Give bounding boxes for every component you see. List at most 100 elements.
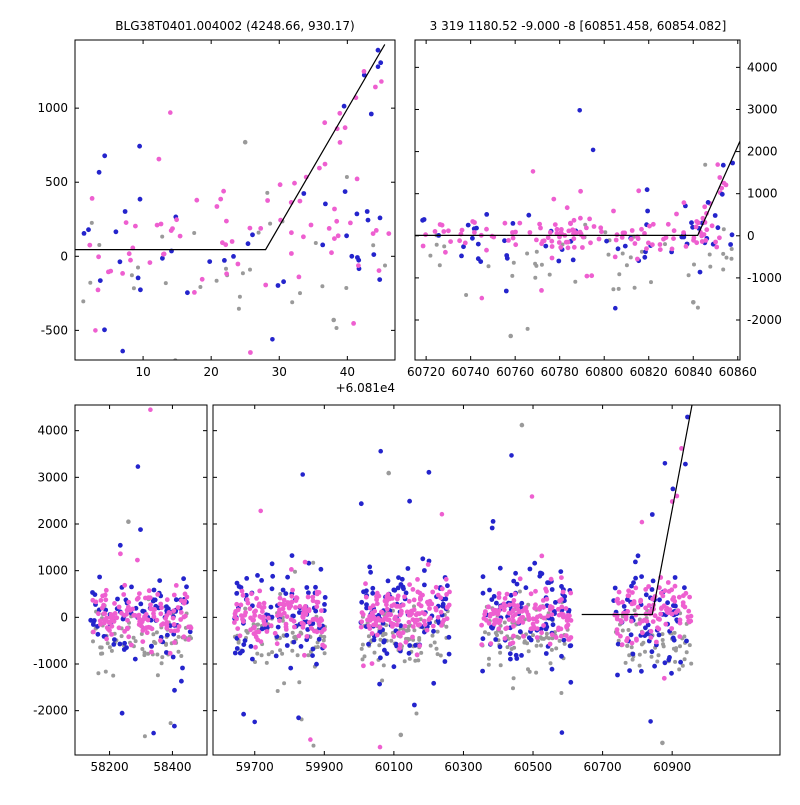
y-tick-label: 3000	[747, 102, 778, 116]
tick-marks	[75, 40, 395, 360]
panel-2: 60720 60740 60760 60780 60800 60820 60840 60860…	[407, 39, 782, 379]
outlier-point	[519, 422, 525, 428]
outlier-point	[613, 305, 618, 311]
outlier-point	[258, 508, 264, 514]
y-tick-label: 1000	[37, 101, 68, 115]
outlier-point	[479, 295, 485, 301]
y-tick-label: 500	[45, 175, 68, 189]
x-tick-label: 60780	[541, 365, 579, 379]
scatter-points	[81, 47, 392, 360]
y-tick-label: -2000	[33, 704, 68, 718]
scatter-series-magenta	[90, 551, 194, 656]
x-tick-label: 20	[204, 365, 219, 379]
y-tick-label: 3000	[37, 470, 68, 484]
outlier-point	[398, 732, 404, 738]
panel1-title: BLG38T0401.004002 (4248.66, 930.17)	[115, 19, 354, 33]
x-tick-label: 59900	[305, 760, 343, 774]
outlier-point	[93, 328, 98, 333]
y-tick-label: -1000	[747, 271, 782, 285]
outlier-point	[715, 162, 720, 167]
scatter-series-magenta	[479, 553, 574, 647]
outlier-point	[151, 730, 156, 736]
scatter-series-magenta	[278, 69, 378, 236]
x-tick-label: 58200	[90, 760, 128, 774]
outlier-point	[590, 147, 596, 153]
x-tick-label: 60300	[444, 760, 482, 774]
y-tick-label: 2000	[747, 145, 778, 159]
y-tick-label: 4000	[747, 60, 778, 74]
x-tick-label: 60800	[585, 365, 623, 379]
scatter-series-magenta	[232, 559, 327, 658]
outlier-point	[577, 108, 582, 113]
scatter-series-magenta	[612, 580, 694, 681]
x-tick-label: 60860	[719, 365, 757, 379]
y-tick-label: 0	[747, 229, 755, 243]
outlier-point	[509, 453, 514, 458]
y-tick-label: 1000	[747, 187, 778, 201]
scatter-series-magenta	[87, 156, 392, 355]
tick-labels: 60720 60740 60760 60780 60800 60820 60840 60860…	[407, 60, 782, 379]
y-tick-label: 0	[60, 610, 68, 624]
x-tick-label: 59700	[236, 760, 274, 774]
panel2-title: 3 319 1180.52 -9.000 -8 [60851.458, 6085…	[430, 19, 727, 33]
x-tick-label: 58400	[153, 760, 191, 774]
outlier-point	[559, 730, 565, 735]
axes-frame	[74, 404, 208, 756]
model-fit-line	[415, 140, 740, 236]
outlier-point	[386, 470, 392, 476]
outlier-point	[377, 744, 383, 750]
y-tick-label: -500	[41, 323, 68, 337]
outlier-point	[242, 139, 248, 145]
scatter-series-magenta	[420, 196, 564, 293]
outlier-point	[378, 448, 384, 454]
tick-marks	[75, 405, 780, 755]
x-tick-label: 60900	[653, 760, 691, 774]
y-tick-label: 1000	[37, 564, 68, 578]
outlier-point	[639, 519, 645, 525]
outlier-point	[135, 464, 141, 469]
axes-frame	[74, 39, 396, 361]
scatter-series-blue	[705, 160, 735, 205]
outlier-point	[660, 740, 665, 746]
outlier-point	[252, 719, 257, 725]
tick-marks	[415, 40, 740, 360]
tick-labels: 58200 58400 59700 59900 60100 60300 60500 60700…	[33, 424, 691, 774]
x-tick-label: 60720	[407, 365, 445, 379]
x-tick-label: 60100	[375, 760, 413, 774]
outlier-point	[508, 333, 513, 339]
x-tick-label: 60700	[584, 760, 622, 774]
outlier-point	[126, 519, 131, 524]
scatter-series-magenta	[358, 562, 452, 669]
y-tick-label: 2000	[37, 517, 68, 531]
y-tick-label: 4000	[37, 424, 68, 438]
x-tick-label: 60740	[452, 365, 490, 379]
outlier-point	[439, 511, 445, 517]
model-fit-line	[75, 44, 386, 251]
y-tick-label: -1000	[33, 657, 68, 671]
outlier-point	[148, 407, 153, 413]
axes-frame	[414, 39, 741, 361]
scatter-series-blue	[301, 47, 384, 196]
outlier-point	[529, 494, 535, 499]
x-tick-label: 30	[272, 365, 287, 379]
panel-3: 58200 58400 59700 59900 60100 60300 60500 60700…	[33, 404, 781, 774]
x-tick-label: 10	[135, 365, 150, 379]
axes-frame	[212, 404, 781, 756]
tick-labels: 10 20 30 40 -500 0 500 1000	[37, 101, 355, 379]
outlier-point	[331, 317, 337, 323]
y-tick-label: -2000	[747, 313, 782, 327]
scatter-points	[88, 407, 694, 750]
panel1-x-offset-label: +6.081e4	[336, 381, 395, 395]
outlier-point	[379, 79, 384, 84]
x-tick-label: 60760	[496, 365, 534, 379]
outlier-point	[530, 169, 536, 174]
model-fit-line	[581, 405, 693, 616]
scatter-series-magenta	[695, 175, 729, 239]
panel-1: 10 20 30 40 -500 0 500 1000	[37, 39, 396, 379]
x-tick-label: 60840	[674, 365, 712, 379]
y-tick-label: 0	[60, 249, 68, 263]
outlier-point	[308, 737, 313, 742]
